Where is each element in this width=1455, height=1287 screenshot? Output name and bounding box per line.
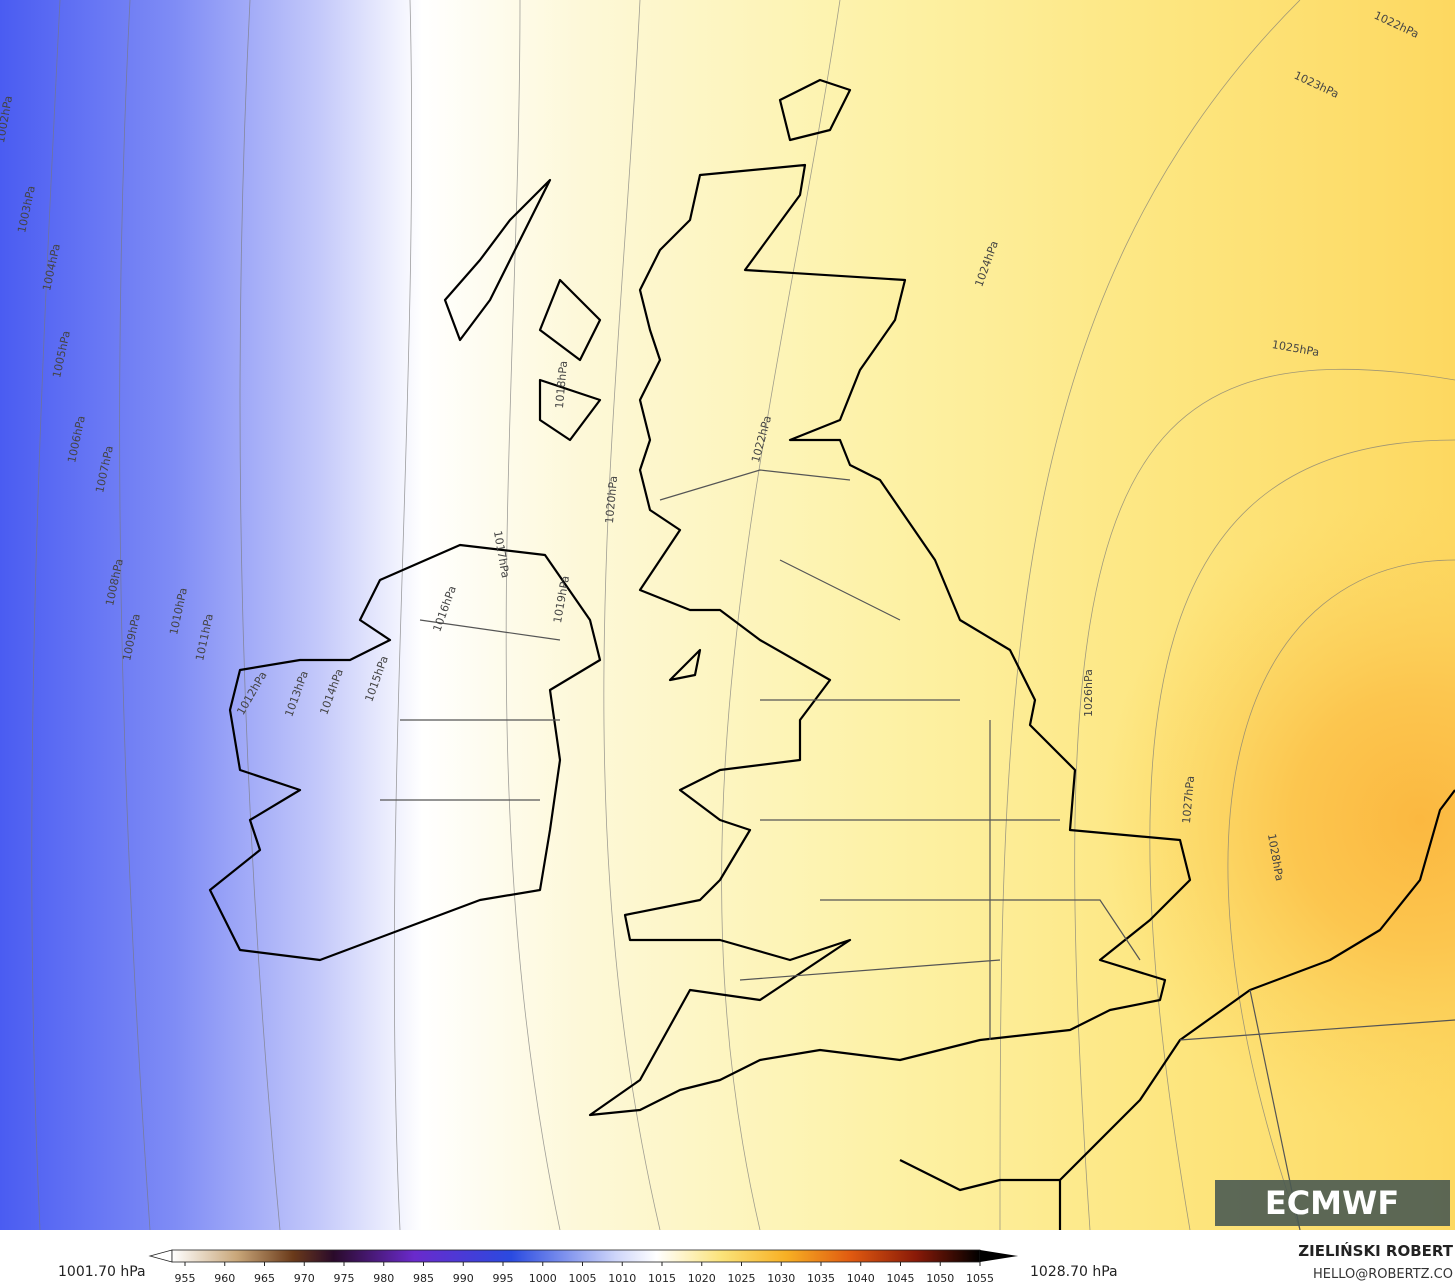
colorbar-tick-label: 1000 [529,1272,557,1285]
colorbar-tick-label: 1015 [648,1272,676,1285]
orkney [778,78,852,142]
logo: ECMWF [1215,1180,1450,1226]
colorbar-tick-label: 990 [453,1272,474,1285]
colorbar-tick-label: 1025 [728,1272,756,1285]
colorbar-tick-label: 975 [334,1272,355,1285]
colorbar-tick-label: 980 [373,1272,394,1285]
isobar-label: 1027hPa [1180,775,1197,824]
high-pressure [900,300,1455,1230]
max-label: 1028.70 hPa [1030,1264,1118,1280]
colorbar-tick-label: 960 [214,1272,235,1285]
colorbar-bar [171,1249,981,1263]
colorbar-tick-label: 1050 [926,1272,954,1285]
min-label: 1001.70 hPa [58,1264,146,1280]
colorbar-tick-label: 1045 [887,1272,915,1285]
map-area: 1002hPa1003hPa1004hPa1005hPa1006hPa1007h… [0,0,1455,1230]
colorbar-tick-label: 1055 [966,1272,994,1285]
hebrides [443,178,602,442]
colorbar-ticks: 955 960 965 970 975 980 985 990 995 1000 1005 1010 1… [175,1262,994,1285]
logo-text: ECMWF [1265,1184,1399,1222]
colorbar-tick-label: 1005 [569,1272,597,1285]
colorbar-tick-label: 995 [493,1272,514,1285]
credit-contact: HELLO@ROBERTZ.CO [1313,1267,1453,1282]
colorbar: 1001.70 hPa 1028.70 hPa 955 960 965 970 975 9… [58,1249,1118,1285]
colorbar-tick-label: 985 [413,1272,434,1285]
credit-author: ZIELIŃSKI ROBERT [1298,1241,1453,1260]
isle-of-man [668,648,702,682]
colorbar-tick-label: 1020 [688,1272,716,1285]
isobar-labels: 1002hPa1003hPa1004hPa1005hPa1006hPa1007h… [0,9,1421,882]
colorbar-tick-label: 1035 [807,1272,835,1285]
isobars [31,0,1455,1230]
colorbar-tick-label: 1010 [608,1272,636,1285]
colorbar-tick-label: 955 [175,1272,196,1285]
colorbar-tick-label: 965 [254,1272,275,1285]
colorbar-tick-label: 970 [294,1272,315,1285]
borders [380,469,1455,1230]
logo-box [1215,1180,1450,1226]
coastlines [208,78,1455,1230]
france-coast [899,1159,1060,1192]
continent [1058,789,1455,1230]
colorbar-max-arrow [980,1250,1018,1262]
ireland [208,543,602,962]
colorbar-tick-label: 1040 [847,1272,875,1285]
colorbar-tick-label: 1030 [767,1272,795,1285]
colorbar-min-arrow [148,1249,173,1263]
great-britain [588,163,1192,1117]
isobar-label: 1026hPa [1082,669,1095,717]
isobar-label: 1018hPa [553,360,570,409]
isobar-label: 1020hPa [603,475,620,524]
